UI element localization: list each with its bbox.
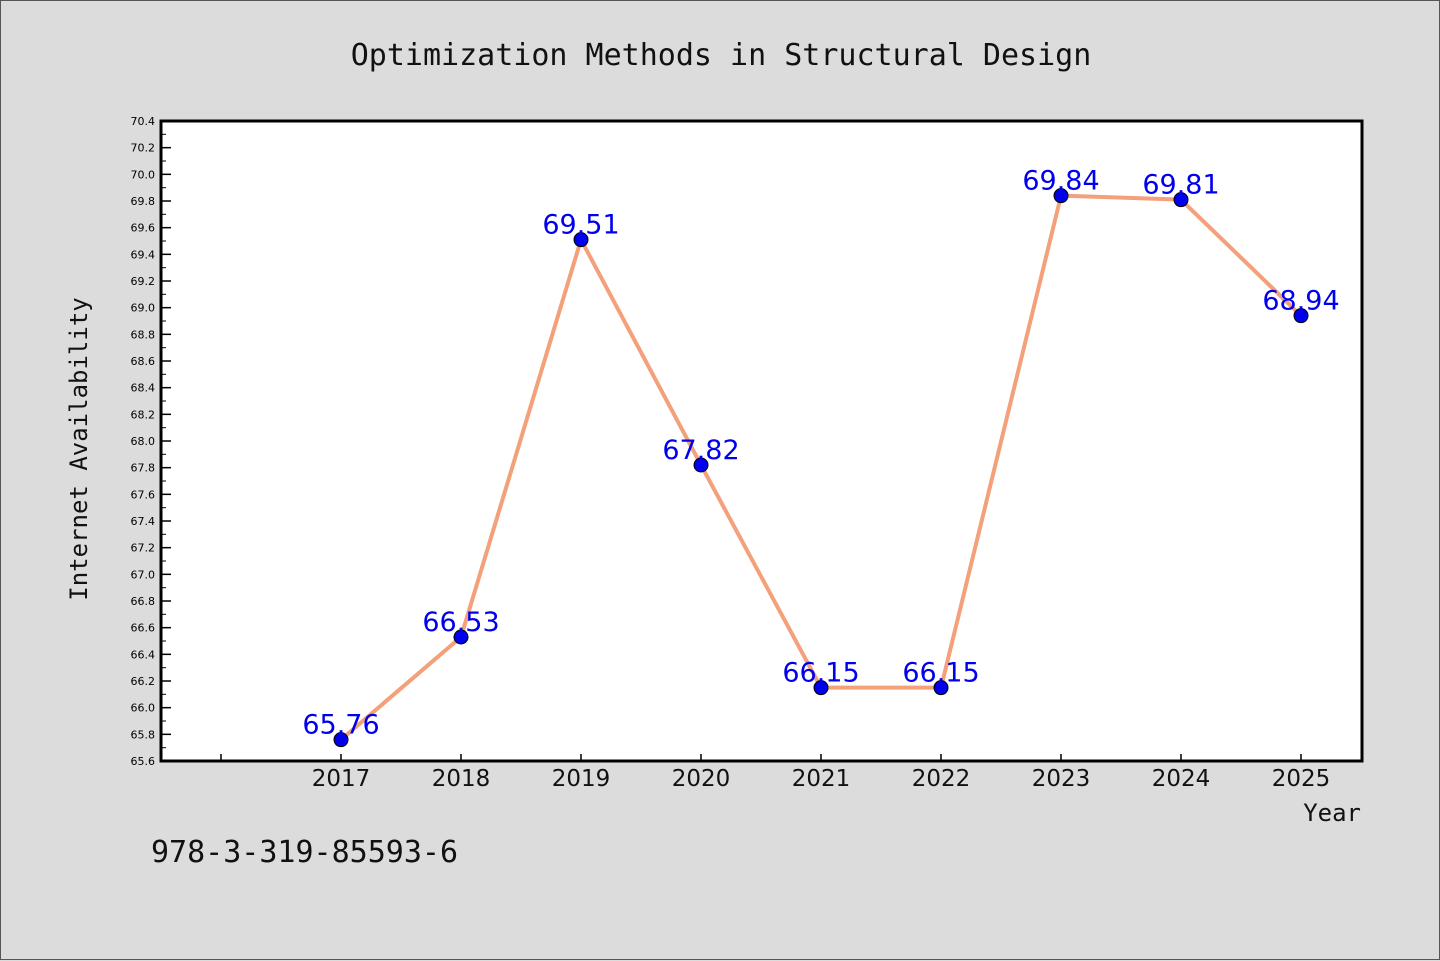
y-tick-label: 68.8 <box>131 328 156 341</box>
series-internet-availability <box>333 188 1309 748</box>
x-tick-label: 2022 <box>912 766 971 792</box>
y-tick-label: 67.4 <box>131 515 156 528</box>
x-tick-label: 2023 <box>1032 766 1091 792</box>
y-tick-label: 66.8 <box>131 595 156 608</box>
y-tick-label: 66.4 <box>131 648 156 661</box>
y-tick-label: 66.0 <box>131 702 156 715</box>
data-point <box>573 232 589 248</box>
y-tick-label: 70.2 <box>131 142 156 155</box>
data-point <box>1293 308 1309 324</box>
y-tick-label: 67.0 <box>131 568 156 581</box>
y-tick-label: 68.0 <box>131 435 156 448</box>
data-point <box>813 680 829 696</box>
data-label: 69.84 <box>1022 166 1099 197</box>
y-tick-label: 66.2 <box>131 675 156 688</box>
x-tick-label: 2020 <box>672 766 731 792</box>
data-point <box>333 732 349 748</box>
y-tick-label: 65.8 <box>131 728 156 741</box>
data-point <box>933 680 949 696</box>
data-label: 69.51 <box>542 210 619 241</box>
data-point <box>693 457 709 473</box>
y-tick-label: 66.6 <box>131 622 156 635</box>
data-label: 67.82 <box>662 435 739 466</box>
y-tick-label: 69.0 <box>131 302 156 315</box>
y-tick-label: 67.2 <box>131 542 156 555</box>
y-tick-label: 70.0 <box>131 168 156 181</box>
y-tick-label: 69.6 <box>131 222 156 235</box>
y-tick-label: 70.4 <box>131 115 156 128</box>
y-tick-label: 68.2 <box>131 408 156 421</box>
x-tick-label: 2018 <box>432 766 491 792</box>
data-label: 69.81 <box>1142 170 1219 201</box>
y-tick-label: 67.6 <box>131 488 156 501</box>
y-tick-label: 69.2 <box>131 275 156 288</box>
y-tick-label: 69.4 <box>131 248 156 261</box>
x-tick-label: 2019 <box>552 766 611 792</box>
x-axis: 2017 2018 2019 2020 2021 2022 2023 2024 2025 <box>220 754 1331 792</box>
isbn-text: 978-3-319-85593-6 <box>151 835 459 870</box>
plot-area <box>159 119 1364 763</box>
y-tick-label: 69.8 <box>131 195 156 208</box>
y-axis-label: Internet Availability <box>65 297 93 600</box>
data-point <box>1173 192 1189 208</box>
y-tick-label: 68.6 <box>131 355 156 368</box>
y-axis: 65.6 65.8 66.0 66.2 66.4 66.6 66.8 67.0 67.2 67.4… <box>131 115 171 768</box>
data-label: 68.94 <box>1262 286 1339 317</box>
x-tick-label: 2025 <box>1272 766 1331 792</box>
y-tick-label: 67.8 <box>131 462 156 475</box>
data-label: 66.15 <box>782 658 859 689</box>
chart-title: Optimization Methods in Structural Desig… <box>351 38 1092 73</box>
data-labels: 65.76 66.53 69.51 67.82 66.15 66.15 69.84 69.81… <box>302 166 1339 741</box>
x-tick-label: 2021 <box>792 766 851 792</box>
data-point <box>453 629 469 645</box>
y-tick-label: 65.6 <box>131 755 156 768</box>
y-tick-label: 68.4 <box>131 382 156 395</box>
data-label: 66.15 <box>902 658 979 689</box>
data-point <box>1053 188 1069 204</box>
data-label: 65.76 <box>302 710 379 741</box>
x-axis-label: Year <box>1303 799 1361 827</box>
x-tick-label: 2017 <box>312 766 371 792</box>
data-label: 66.53 <box>422 607 499 638</box>
x-tick-label: 2024 <box>1152 766 1211 792</box>
